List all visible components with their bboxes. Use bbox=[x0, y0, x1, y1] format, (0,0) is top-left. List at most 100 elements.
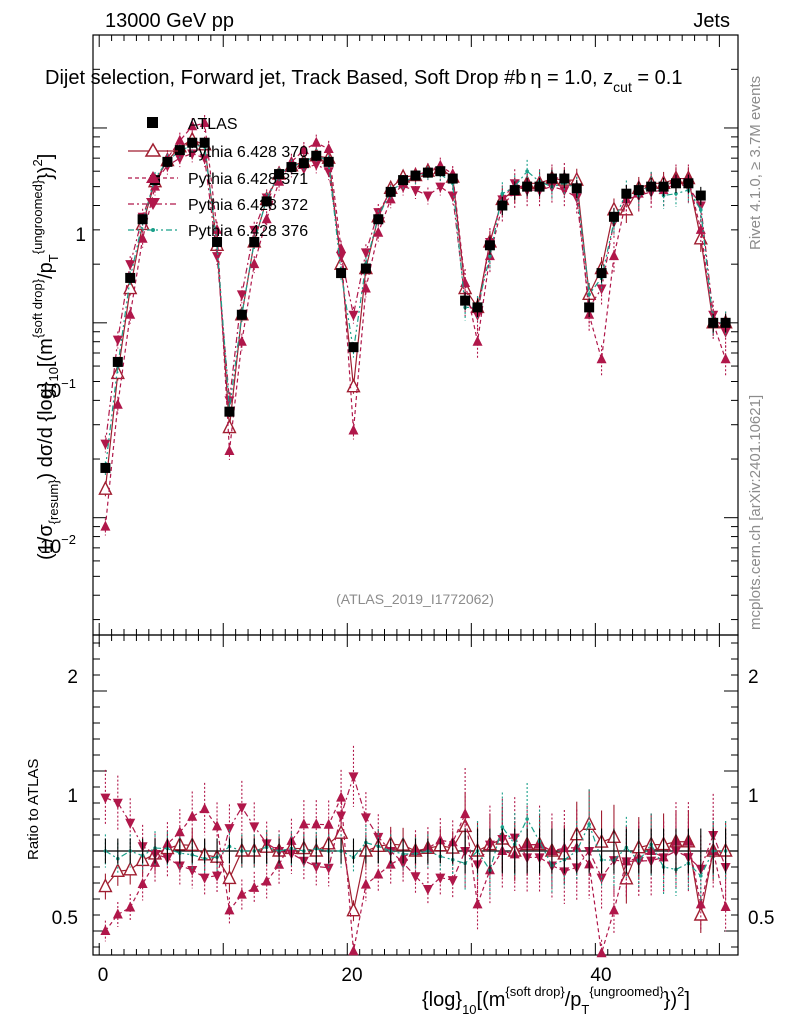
data-point-atlas bbox=[596, 268, 607, 279]
main-series-group bbox=[98, 114, 733, 536]
data-point-pythia-6-428-372 bbox=[199, 154, 210, 165]
data-point-pythia-6-428-371 bbox=[323, 142, 334, 153]
main-axis-ticks bbox=[93, 34, 738, 635]
ratio-point-pythia-6-428-371 bbox=[112, 908, 123, 919]
series-line-pythia-6-428-376 bbox=[104, 144, 726, 469]
data-point-pythia-6-428-372 bbox=[336, 252, 347, 263]
data-point-pythia-6-428-371 bbox=[596, 353, 607, 364]
mcplots-label: mcplots.cern.ch [arXiv:2401.10621] bbox=[747, 395, 764, 630]
data-point-atlas bbox=[373, 214, 384, 225]
data-point-pythia-6-428-372 bbox=[435, 182, 446, 193]
ratio-point-pythia-6-428-371 bbox=[596, 947, 607, 958]
data-point-pythia-6-428-372 bbox=[323, 167, 334, 178]
ratio-point-pythia-6-428-371 bbox=[261, 875, 272, 886]
x-tick-label-0: 0 bbox=[98, 965, 109, 986]
data-point-pythia-6-428-371 bbox=[137, 232, 148, 243]
data-point-pythia-6-428-370 bbox=[123, 279, 138, 295]
data-point-pythia-6-428-376 bbox=[525, 169, 529, 173]
data-point-pythia-6-428-370 bbox=[222, 419, 237, 434]
ratio-y-tick-label-2-right: 2 bbox=[748, 667, 759, 688]
data-point-pythia-6-428-371 bbox=[460, 277, 471, 288]
data-point-atlas bbox=[274, 169, 285, 180]
data-point-atlas bbox=[112, 356, 123, 367]
ratio-point-pythia-6-428-372 bbox=[398, 858, 409, 869]
ratio-point-pythia-6-428-371 bbox=[298, 818, 309, 829]
data-point-pythia-6-428-376 bbox=[488, 254, 492, 258]
data-point-pythia-6-428-372 bbox=[249, 225, 260, 236]
data-point-pythia-6-428-372 bbox=[112, 335, 123, 346]
ratio-point-pythia-6-428-371 bbox=[212, 820, 223, 831]
data-point-pythia-6-428-372 bbox=[422, 191, 433, 202]
ratio-point-pythia-6-428-371 bbox=[348, 945, 359, 956]
data-point-atlas bbox=[174, 145, 185, 156]
data-point-atlas bbox=[534, 181, 545, 192]
y-tick-label-0p1: 10−1 bbox=[40, 376, 76, 402]
data-point-atlas bbox=[670, 178, 681, 189]
data-point-atlas bbox=[336, 268, 347, 279]
ratio-point-pythia-6-428-371 bbox=[472, 898, 483, 909]
ratio-point-pythia-6-428-371 bbox=[137, 877, 148, 888]
data-point-pythia-6-428-372 bbox=[100, 439, 111, 450]
ratio-point-pythia-6-428-371 bbox=[311, 818, 322, 829]
data-point-atlas bbox=[323, 156, 334, 167]
data-point-pythia-6-428-371 bbox=[100, 520, 111, 531]
ratio-point-pythia-6-428-371 bbox=[199, 803, 210, 814]
legend-label-370: Pythia 6.428 370 bbox=[188, 144, 308, 161]
data-point-atlas bbox=[683, 178, 694, 189]
ratio-point-pythia-6-428-372 bbox=[422, 884, 433, 895]
ratio-point-pythia-6-428-371 bbox=[608, 904, 619, 915]
data-point-atlas bbox=[608, 211, 619, 222]
data-point-atlas bbox=[646, 181, 657, 192]
data-point-pythia-6-428-371 bbox=[236, 335, 247, 346]
ratio-point-pythia-6-428-371 bbox=[125, 901, 136, 912]
data-point-pythia-6-428-371 bbox=[608, 250, 619, 261]
data-point-atlas bbox=[100, 462, 111, 473]
ratio-point-pythia-6-428-372 bbox=[100, 793, 111, 804]
ratio-axis-ticks bbox=[93, 635, 738, 955]
legend-marker-atlas bbox=[147, 117, 158, 128]
data-point-atlas bbox=[348, 342, 359, 353]
ratio-point-pythia-6-428-370 bbox=[98, 877, 113, 893]
ratio-point-pythia-6-428-370 bbox=[346, 902, 361, 917]
ratio-point-pythia-6-428-371 bbox=[323, 818, 334, 829]
ratio-point-pythia-6-428-372 bbox=[311, 862, 322, 873]
energy-label: 13000 GeV pp bbox=[105, 10, 234, 32]
legend-label-371: Pythia 6.428 371 bbox=[188, 171, 308, 188]
data-point-pythia-6-428-371 bbox=[360, 282, 371, 293]
data-point-pythia-6-428-371 bbox=[174, 134, 185, 145]
data-point-atlas bbox=[398, 175, 409, 186]
ratio-point-pythia-6-428-372 bbox=[236, 803, 247, 814]
data-point-atlas bbox=[695, 190, 706, 201]
x-tick-label-20: 20 bbox=[341, 965, 362, 986]
ratio-point-pythia-6-428-372 bbox=[323, 863, 334, 874]
ratio-point-pythia-6-428-376 bbox=[525, 817, 529, 821]
data-point-pythia-6-428-372 bbox=[236, 290, 247, 301]
analysis-label: (ATLAS_2019_I1772062) bbox=[336, 591, 494, 607]
data-point-pythia-6-428-371 bbox=[720, 353, 731, 364]
data-point-atlas bbox=[720, 317, 731, 328]
data-point-atlas bbox=[212, 236, 223, 247]
data-point-pythia-6-428-372 bbox=[187, 149, 198, 160]
data-point-pythia-6-428-371 bbox=[224, 444, 235, 455]
data-point-atlas bbox=[187, 137, 198, 148]
ratio-line-pythia-6-428-372 bbox=[105, 774, 727, 890]
ratio-point-pythia-6-428-372 bbox=[447, 876, 458, 887]
ratio-y-tick-label-1-right: 1 bbox=[748, 786, 759, 807]
data-point-atlas bbox=[546, 173, 557, 184]
ratio-point-pythia-6-428-370 bbox=[693, 906, 708, 921]
data-point-atlas bbox=[460, 295, 471, 306]
data-point-pythia-6-428-371 bbox=[261, 213, 272, 224]
data-point-atlas bbox=[286, 162, 297, 173]
data-point-atlas bbox=[360, 263, 371, 274]
legend-label-376: Pythia 6.428 376 bbox=[188, 223, 308, 240]
ratio-point-pythia-6-428-371 bbox=[695, 898, 706, 909]
y-tick-label-0p01: 10−2 bbox=[40, 532, 76, 558]
data-point-atlas bbox=[447, 173, 458, 184]
ratio-point-pythia-6-428-372 bbox=[249, 822, 260, 833]
ratio-series-group bbox=[98, 745, 733, 958]
data-point-pythia-6-428-372 bbox=[212, 252, 223, 263]
rivet-version-label: Rivet 4.1.0, ≥ 3.7M events bbox=[747, 76, 764, 250]
legend-marker-371 bbox=[146, 171, 160, 183]
data-point-pythia-6-428-371 bbox=[348, 424, 359, 435]
